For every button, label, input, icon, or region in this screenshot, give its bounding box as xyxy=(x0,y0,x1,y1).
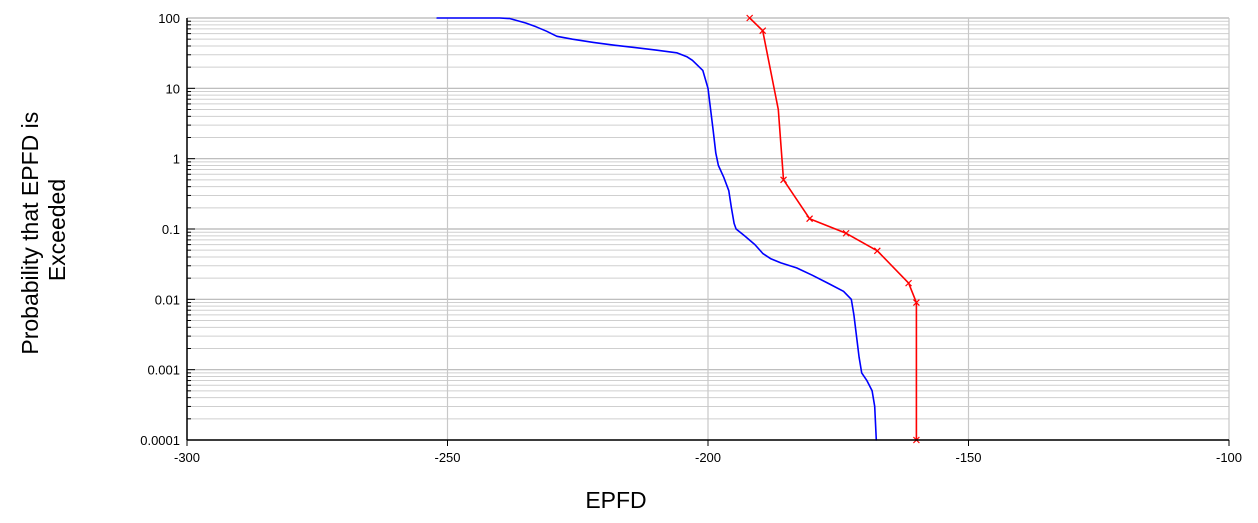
y-tick-label: 0.1 xyxy=(162,222,180,237)
y-tick-label: 0.01 xyxy=(155,292,180,307)
y-axis-title-line-1: Probability that EPFD is xyxy=(17,112,43,355)
x-tick-label: -300 xyxy=(174,450,200,465)
x-tick-label: -150 xyxy=(955,450,981,465)
series-2-point xyxy=(873,247,881,255)
series-2-point xyxy=(842,229,850,237)
series-2-point xyxy=(746,14,754,22)
x-tick-label: -200 xyxy=(695,450,721,465)
y-axis-title-line-2: Exceeded xyxy=(44,179,70,281)
series-layer xyxy=(436,14,920,444)
series-1-line xyxy=(436,17,878,441)
y-tick-label: 1 xyxy=(173,152,180,167)
y-tick-label: 0.001 xyxy=(147,363,180,378)
series-2-point xyxy=(780,176,787,184)
x-axis-title: EPFD xyxy=(585,487,646,513)
y-tick-label: 100 xyxy=(158,11,180,26)
x-tick-labels: -300 -250 -200 -150 -100 xyxy=(174,450,1242,465)
series-2-point xyxy=(759,27,767,35)
series-2-point xyxy=(905,279,913,287)
y-tick-labels: 100 10 1 0.1 0.01 0.001 0.0001 xyxy=(140,11,180,448)
x-tick-label: -250 xyxy=(434,450,460,465)
series-2-line xyxy=(748,17,918,441)
y-tick-label: 10 xyxy=(166,81,180,96)
series-2-point xyxy=(806,215,814,223)
y-tick-label: 0.0001 xyxy=(140,433,180,448)
series-2-point xyxy=(912,299,920,306)
axes-layer xyxy=(186,18,1230,446)
x-tick-label: -100 xyxy=(1216,450,1242,465)
y-axis-title: Probability that EPFD is Exceeded xyxy=(17,105,70,354)
